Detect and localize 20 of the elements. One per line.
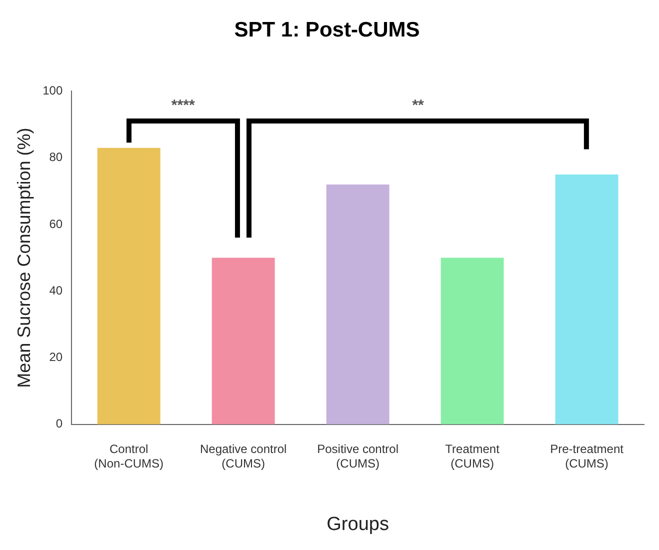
y-tick-label: 40 [49, 283, 63, 298]
bar [440, 258, 504, 424]
y-tick-label: 20 [49, 350, 63, 364]
y-tick-label: 80 [49, 150, 63, 164]
x-tick-label: Control (Non-CUMS) [94, 442, 164, 470]
annotation: ** [412, 96, 424, 114]
y-axis-title: Mean Sucrose Consumption (%) [14, 128, 34, 388]
bar [326, 184, 390, 424]
bar [212, 258, 275, 424]
y-tick-label: 0 [56, 416, 63, 431]
x-tick-label: Treatment (CUMS) [445, 442, 500, 470]
x-axis-title: Groups [326, 514, 389, 535]
y-tick-label: 60 [49, 216, 63, 231]
x-tick-label: Pre-treatment (CUMS) [550, 442, 624, 470]
x-tick-label: Positive control (CUMS) [317, 442, 398, 470]
annotation: **** [171, 96, 195, 114]
y-tick-label: 100 [42, 84, 63, 98]
x-tick-label: Negative control (CUMS) [200, 442, 287, 470]
chart-title: SPT 1: Post-CUMS [234, 18, 420, 42]
bar [555, 174, 618, 424]
